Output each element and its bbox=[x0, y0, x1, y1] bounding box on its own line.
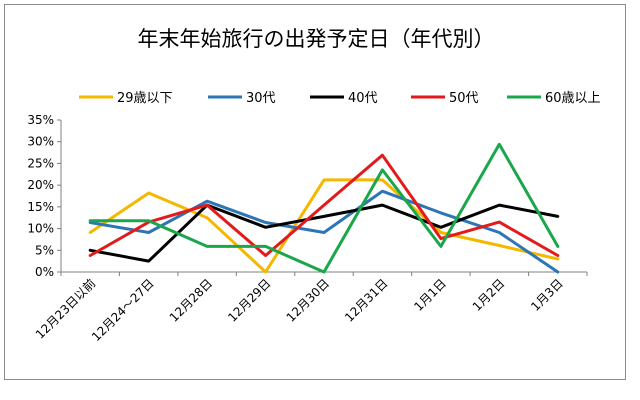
line-chart: 年末年始旅行の出発予定日（年代別） 29歳以下 30代 40代 50代 60歳以上 0%… bbox=[27, 27, 601, 344]
x-tick-label: 12月23日以前 bbox=[32, 276, 98, 342]
series-line-4 bbox=[88, 153, 560, 257]
y-tick-label: 30% bbox=[27, 135, 54, 149]
y-tick-label: 0% bbox=[35, 265, 54, 279]
series-line-5 bbox=[88, 142, 560, 274]
legend: 29歳以下 30代 40代 50代 60歳以上 bbox=[79, 91, 601, 106]
x-tick-label: 1月3日 bbox=[528, 276, 566, 314]
legend-label-1: 29歳以下 bbox=[117, 91, 173, 106]
x-tick-label: 12月30日 bbox=[284, 276, 332, 324]
series-layer bbox=[88, 142, 560, 274]
x-tick-label: 12月24～27日 bbox=[89, 276, 157, 344]
series-line-3 bbox=[88, 203, 560, 263]
series-line-2 bbox=[88, 189, 560, 274]
y-tick-label: 25% bbox=[27, 156, 54, 170]
legend-label-5: 60歳以上 bbox=[545, 91, 601, 106]
legend-label-4: 50代 bbox=[449, 91, 479, 106]
series-line-1 bbox=[88, 178, 560, 274]
y-tick-label: 20% bbox=[27, 178, 54, 192]
x-tick-label: 1月2日 bbox=[470, 276, 508, 314]
legend-label-2: 30代 bbox=[246, 91, 276, 106]
chart-title: 年末年始旅行の出発予定日（年代別） bbox=[138, 27, 495, 51]
y-tick-label: 5% bbox=[35, 243, 54, 257]
x-tick-label: 1月1日 bbox=[411, 276, 449, 314]
y-tick-label: 35% bbox=[27, 113, 54, 127]
x-tick-label: 12月29日 bbox=[225, 276, 273, 324]
y-tick-label: 10% bbox=[27, 222, 54, 236]
x-tick-label: 12月31日 bbox=[342, 276, 390, 324]
legend-label-3: 40代 bbox=[348, 91, 378, 106]
y-tick-label: 15% bbox=[27, 200, 54, 214]
x-tick-label: 12月28日 bbox=[167, 276, 215, 324]
chart-frame: 年末年始旅行の出発予定日（年代別） 29歳以下 30代 40代 50代 60歳以上 0%… bbox=[4, 4, 626, 380]
